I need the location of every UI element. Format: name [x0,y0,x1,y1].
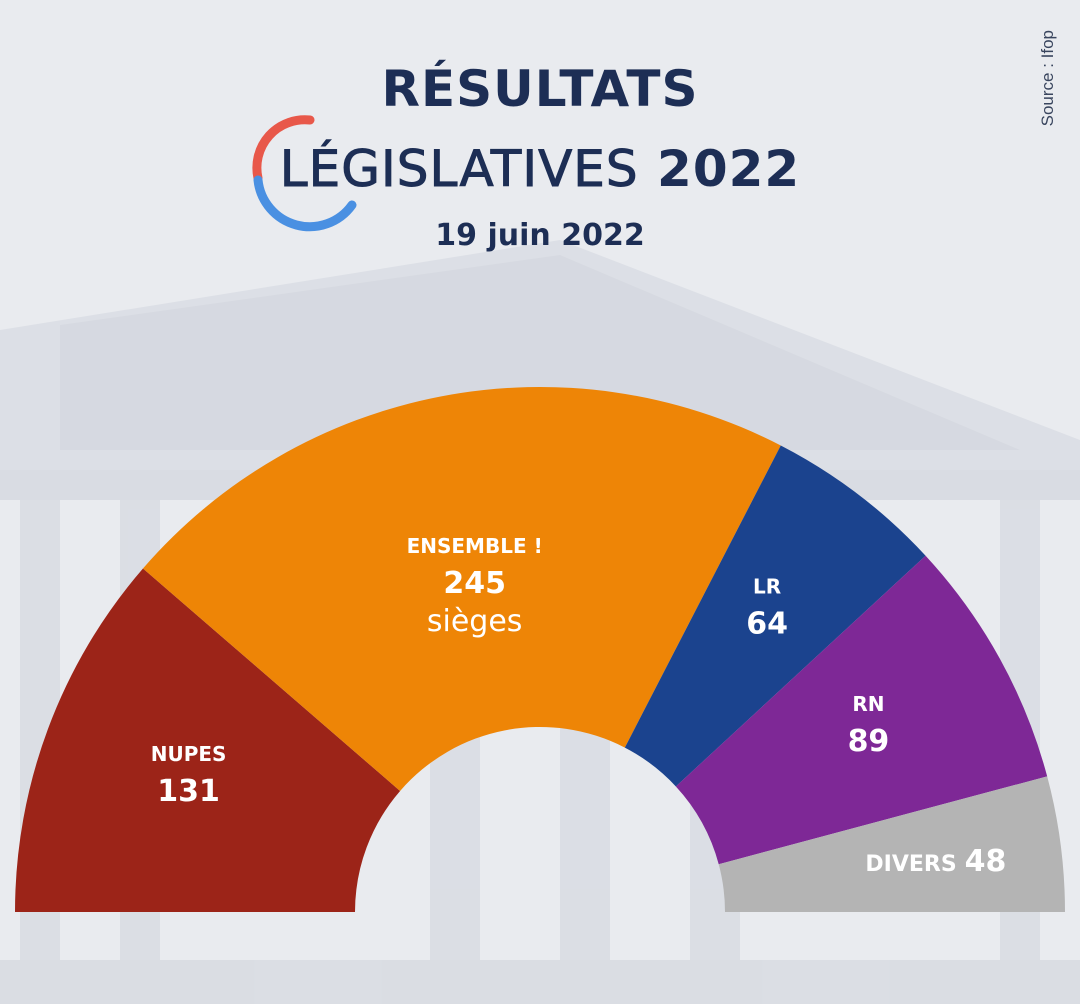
label-rn-name: RN [852,692,884,716]
election-date: 19 juin 2022 [435,218,645,253]
segment-rn [675,555,1048,865]
label-ensemble-name: ENSEMBLE ! [407,534,543,558]
title-legislatives: LÉGISLATIVES 2022 [0,140,1080,199]
logo-blue-arc [253,175,357,232]
label-divers-name: DIVERS [865,852,956,877]
label-divers-value: 48 [965,844,1007,879]
label-lr-name: LR [753,575,781,599]
label-ensemble-unit: sièges [427,604,523,639]
segment-divers [718,776,1065,912]
hemicycle-segments [15,387,1065,912]
segment-ensemble [142,387,781,791]
label-lr-value: 64 [746,607,788,642]
segment-nupes [15,568,401,912]
label-ensemble-value: 245 [443,566,506,601]
logo-red-arc [252,115,315,183]
title-year: 2022 [657,140,801,198]
source-credit: Source : Ifop [1038,30,1057,127]
label-nupes-value: 131 [157,774,220,809]
label-rn-value: 89 [848,724,890,759]
title-word: LÉGISLATIVES [279,140,639,199]
title-resultats: RÉSULTATS [381,60,699,118]
segment-lr [624,445,926,787]
label-nupes-name: NUPES [151,742,227,766]
